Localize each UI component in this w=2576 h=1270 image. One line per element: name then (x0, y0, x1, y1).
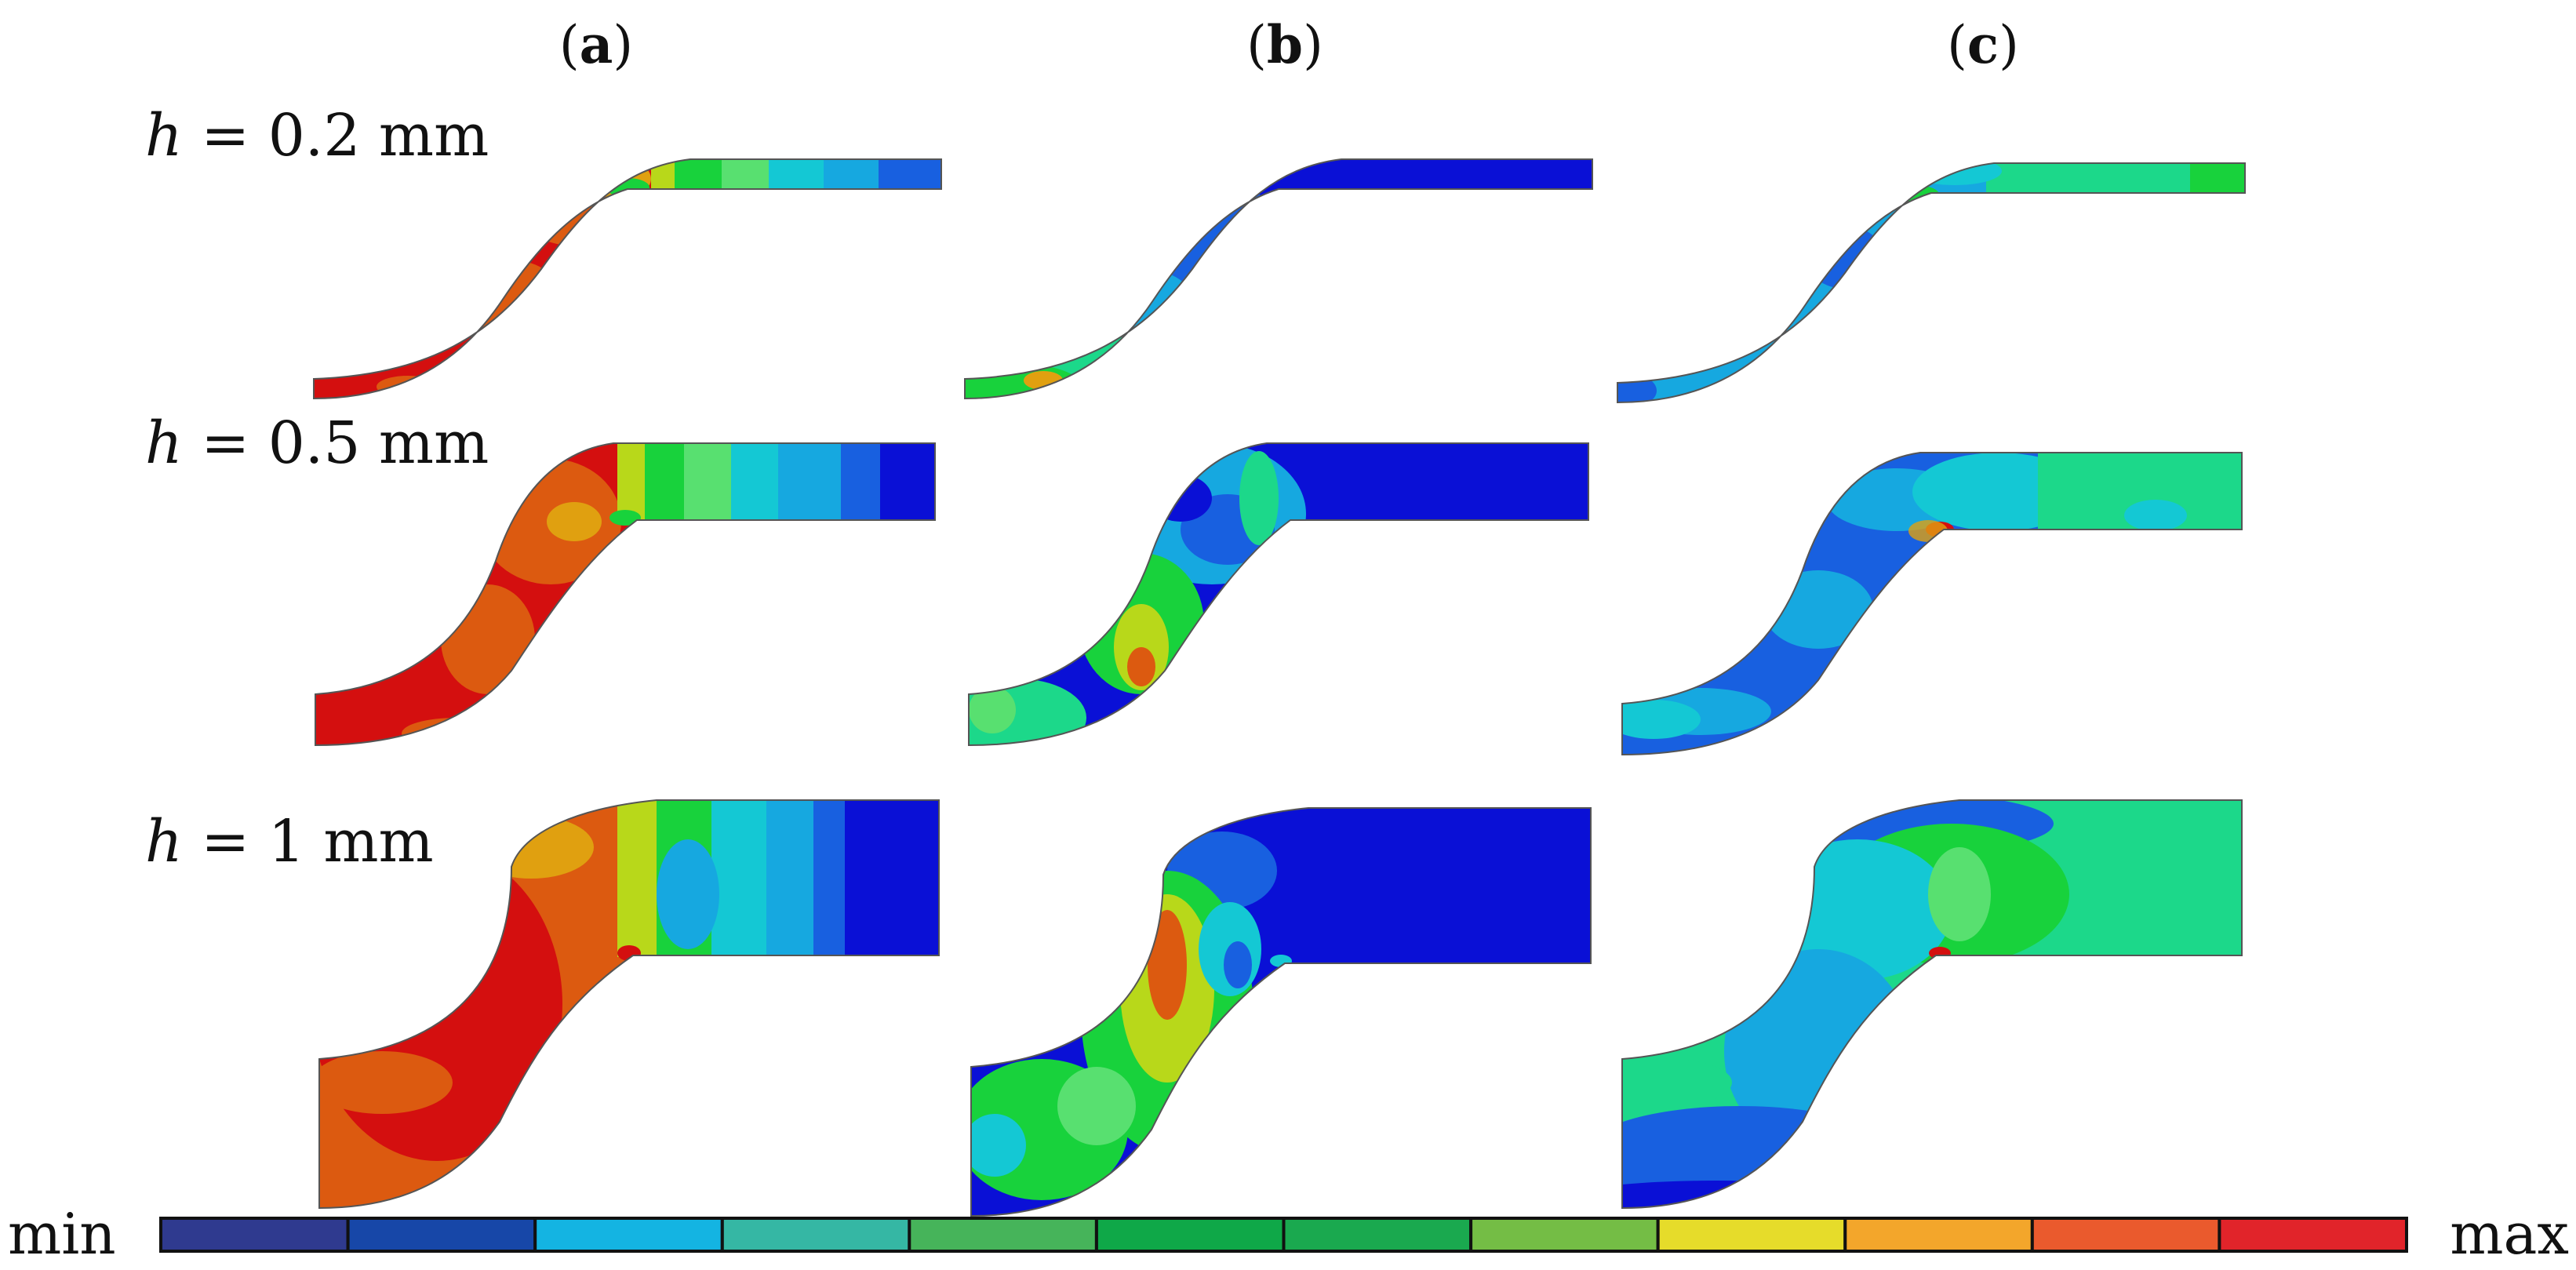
contour-b-h0.2 (964, 158, 1593, 399)
legend-swatch-11 (2030, 1217, 2221, 1253)
legend-swatch-2 (346, 1217, 537, 1253)
contour-b-h1 (970, 807, 1592, 1217)
legend-swatch-7 (1282, 1217, 1473, 1253)
legend-swatch-10 (1843, 1217, 2034, 1253)
row-label-h-1: h = 1 mm (145, 808, 434, 875)
legend-swatch-5 (908, 1217, 1098, 1253)
legend-swatch-12 (2218, 1217, 2408, 1253)
contour-a-h0.2 (313, 158, 942, 399)
contour-c-h1 (1621, 799, 2243, 1209)
contour-a-h0.5 (315, 442, 936, 746)
panel-label-a: (a) (559, 14, 633, 75)
legend-swatch-8 (1469, 1217, 1660, 1253)
legend-swatch-6 (1094, 1217, 1286, 1253)
legend-min-label: min (8, 1201, 116, 1267)
legend-max-label: max (2450, 1201, 2569, 1267)
contour-c-h0.2 (1617, 162, 2246, 403)
panel-label-c: (c) (1947, 14, 2019, 75)
legend-swatch-9 (1656, 1217, 1847, 1253)
panel-label-b: (b) (1246, 14, 1323, 75)
row-label-h-0.2: h = 0.2 mm (145, 102, 489, 169)
legend-colorbar (159, 1217, 2408, 1253)
contour-b-h0.5 (968, 442, 1589, 746)
row-label-h-0.5: h = 0.5 mm (145, 409, 489, 477)
contour-c-h0.5 (1621, 452, 2243, 755)
legend-swatch-4 (720, 1217, 911, 1253)
legend-swatch-3 (533, 1217, 724, 1253)
legend-swatch-1 (159, 1217, 350, 1253)
